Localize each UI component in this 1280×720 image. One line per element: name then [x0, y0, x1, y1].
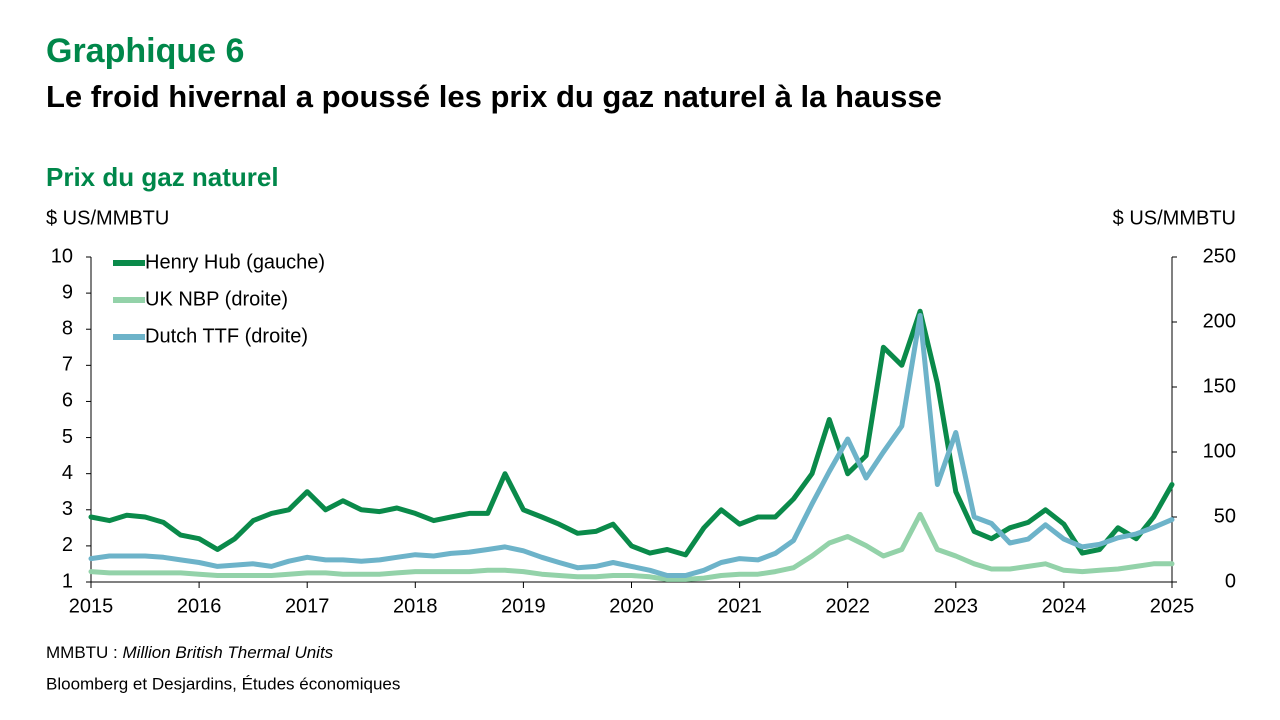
- y-tick-label: 6: [62, 390, 73, 412]
- y2-tick-label: 250: [1203, 245, 1236, 267]
- series-line: [88, 313, 1175, 578]
- x-tick-label: 2022: [825, 595, 870, 617]
- x-tick-label: 2025: [1150, 595, 1195, 617]
- x-tick-label: 2020: [609, 595, 654, 617]
- series-line: [88, 511, 1175, 582]
- y-tick-label: 7: [62, 354, 73, 376]
- x-tick-label: 2019: [501, 595, 546, 617]
- y2-tick-label: 0: [1225, 570, 1236, 592]
- y-tick-label: 4: [62, 462, 73, 484]
- x-tick-label: 2018: [393, 595, 438, 617]
- y-axis-label: $ US/MMBTU: [46, 207, 169, 229]
- note: MMBTU : Million British Thermal Units: [46, 643, 334, 662]
- series-line: [88, 308, 1175, 558]
- y2-tick-label: 200: [1203, 310, 1236, 332]
- x-tick-label: 2023: [934, 595, 979, 617]
- y-tick-label: 5: [62, 426, 73, 448]
- headline: Le froid hivernal a poussé les prix du g…: [46, 79, 942, 114]
- legend-label: Henry Hub (gauche): [145, 251, 325, 273]
- note-term: MMBTU :: [46, 643, 118, 662]
- y-tick-label: 9: [62, 281, 73, 303]
- y-tick-label: 3: [62, 498, 73, 520]
- figure-number: Graphique 6: [46, 32, 244, 70]
- y-tick-label: 1: [62, 570, 73, 592]
- legend-label: UK NBP (droite): [145, 288, 288, 310]
- x-tick-label: 2016: [177, 595, 222, 617]
- x-tick-label: 2024: [1042, 595, 1087, 617]
- y2-tick-label: 50: [1214, 505, 1236, 527]
- legend-label: Dutch TTF (droite): [145, 325, 308, 347]
- y-tick-label: 2: [62, 534, 73, 556]
- source: Bloomberg et Desjardins, Études économiq…: [46, 674, 400, 693]
- y2-tick-label: 150: [1203, 375, 1236, 397]
- y-tick-label: 8: [62, 318, 73, 340]
- note-text: Million British Thermal Units: [123, 643, 334, 662]
- y2-tick-label: 100: [1203, 440, 1236, 462]
- x-tick-label: 2021: [717, 595, 762, 617]
- chart-title: Prix du gaz naturel: [46, 162, 279, 192]
- y-tick-label: 10: [51, 245, 73, 267]
- x-tick-label: 2017: [285, 595, 330, 617]
- y2-axis-label: $ US/MMBTU: [1113, 207, 1236, 229]
- x-tick-label: 2015: [69, 595, 114, 617]
